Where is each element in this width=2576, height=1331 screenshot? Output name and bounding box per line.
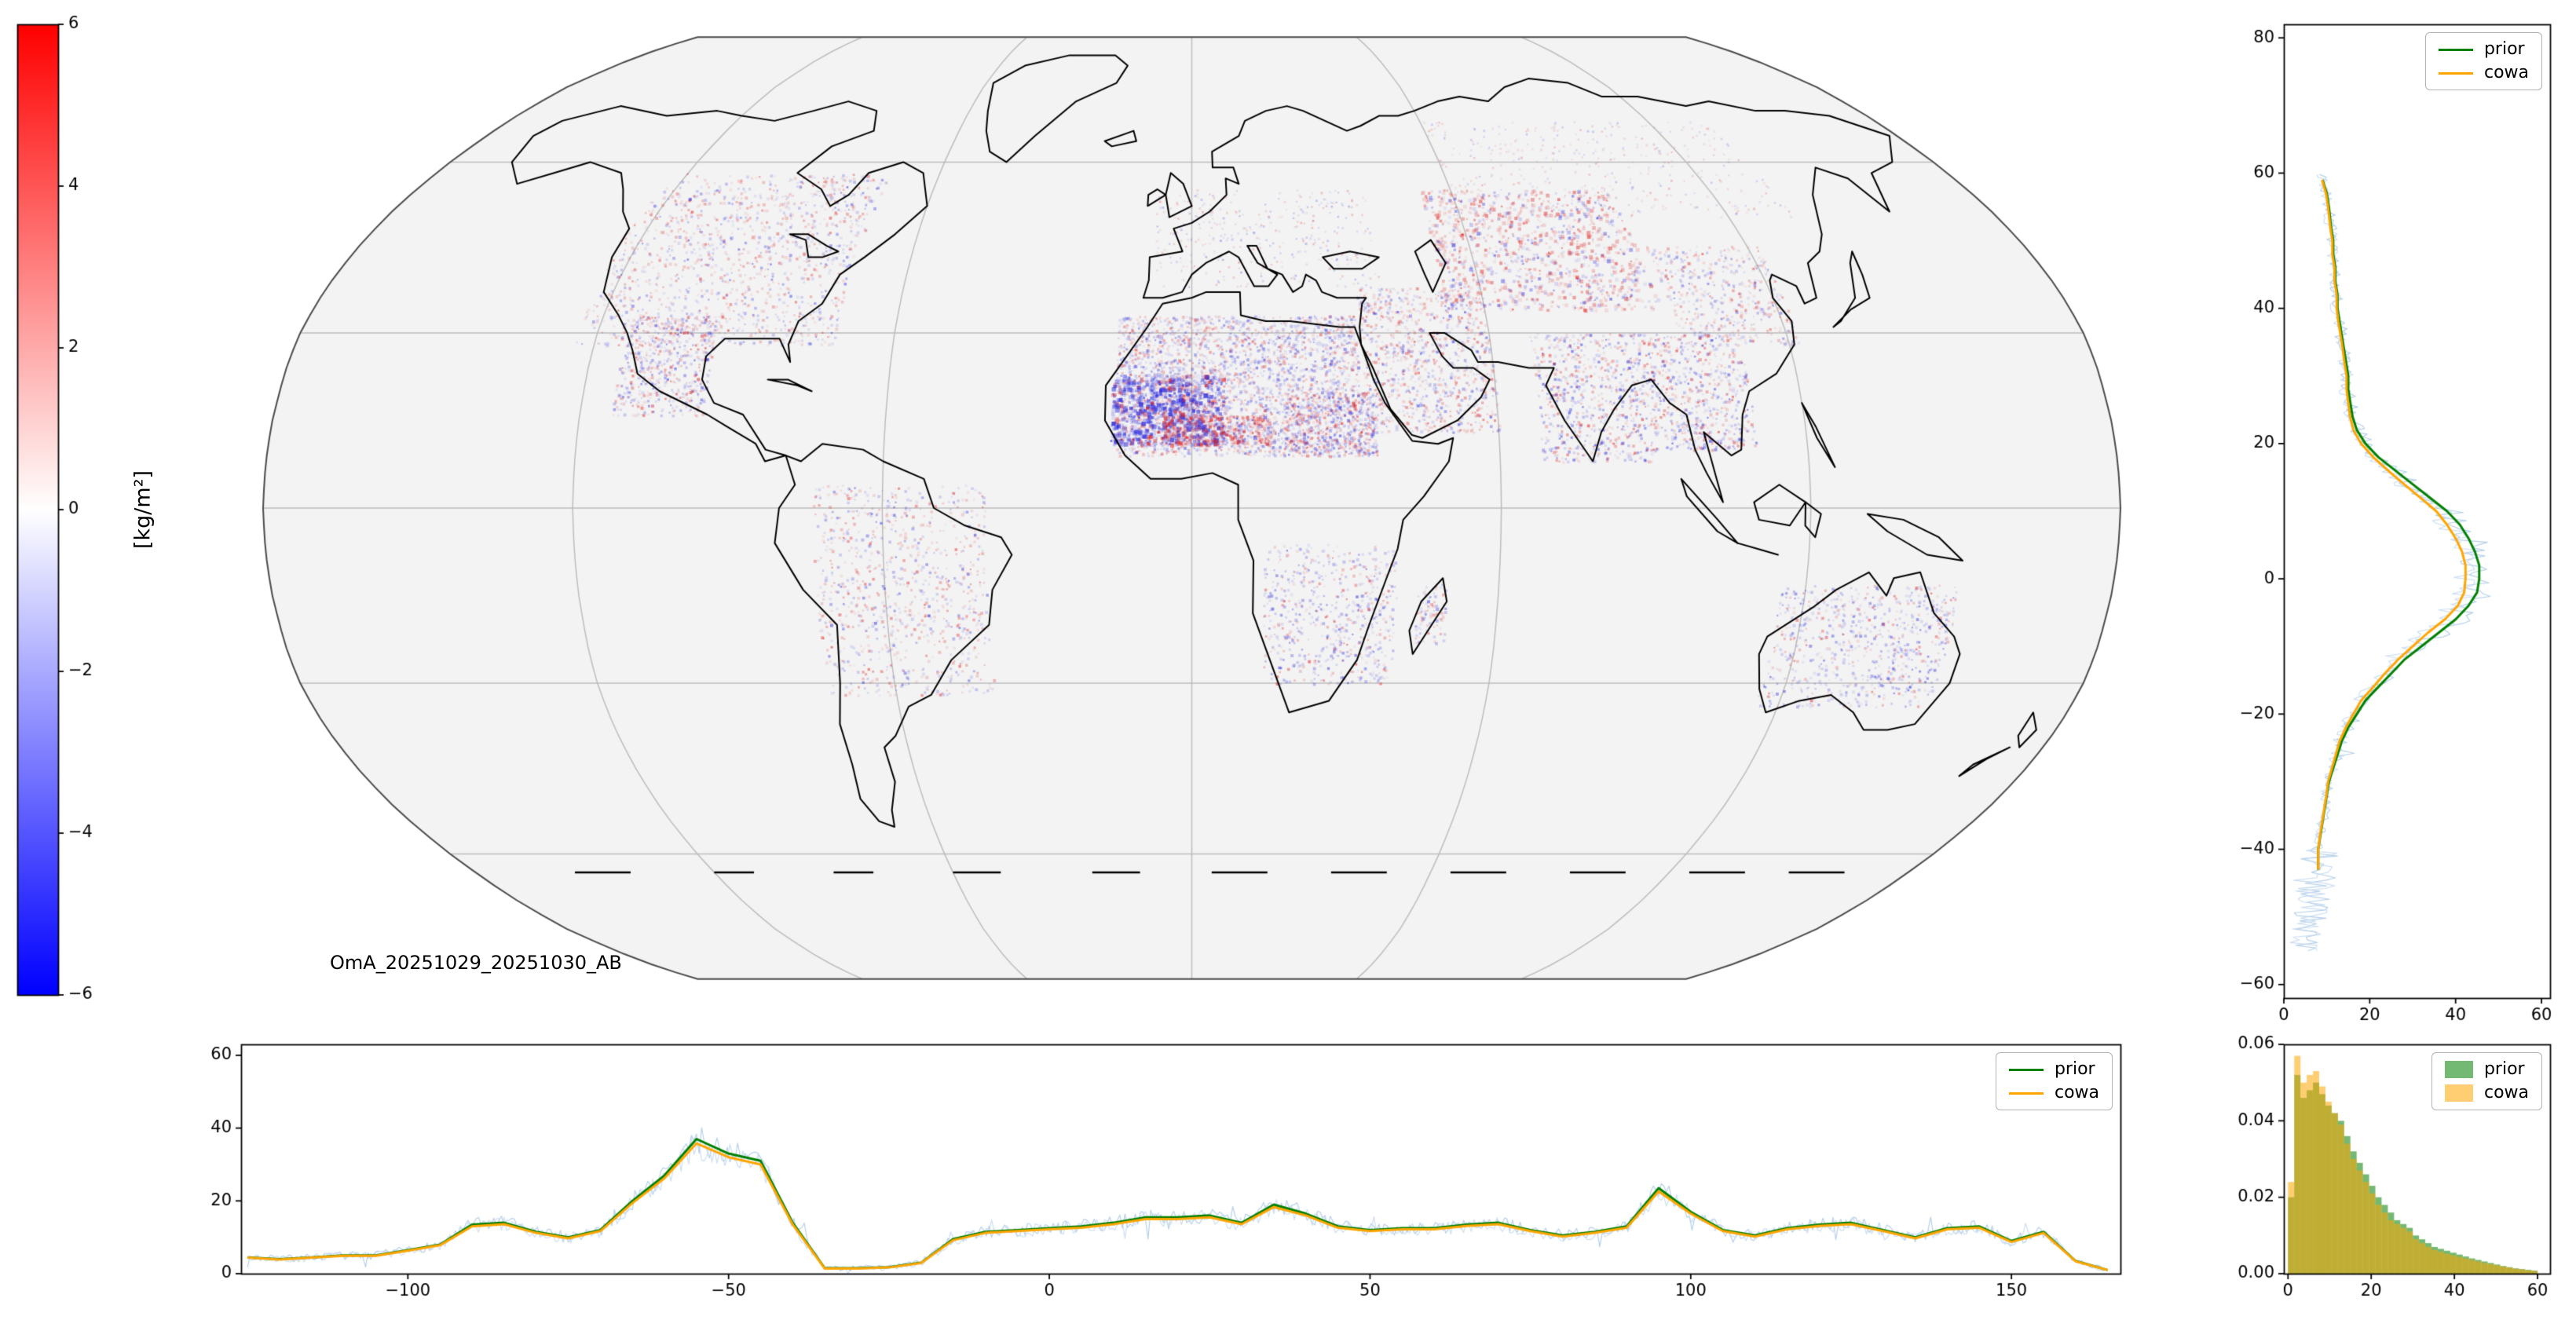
- legend-item-prior: prior: [2008, 1059, 2099, 1079]
- cowa-line-swatch: [2438, 71, 2473, 75]
- meridional-legend: prior cowa: [1995, 1052, 2113, 1110]
- legend-item-cowa: cowa: [2438, 63, 2529, 82]
- prior-legend-label: prior: [2054, 1059, 2095, 1079]
- cowa-patch-swatch: [2444, 1084, 2473, 1102]
- cowa-legend-label: cowa: [2054, 1083, 2099, 1102]
- legend-item-cowa: cowa: [2008, 1083, 2099, 1102]
- legend-item-cowa: cowa: [2444, 1083, 2529, 1102]
- zonal-legend: prior cowa: [2424, 32, 2542, 90]
- map-annotation: OmA_20251029_20251030_AB: [330, 952, 622, 974]
- prior-legend-label: prior: [2483, 1059, 2525, 1079]
- prior-legend-label: prior: [2483, 39, 2525, 59]
- legend-item-prior: prior: [2444, 1059, 2529, 1079]
- cowa-legend-label: cowa: [2483, 1083, 2529, 1102]
- prior-patch-swatch: [2444, 1061, 2473, 1078]
- colorbar-unit-label: [kg/m²]: [130, 470, 156, 550]
- cowa-line-swatch: [2008, 1091, 2044, 1095]
- prior-line-swatch: [2438, 48, 2473, 51]
- prior-line-swatch: [2008, 1068, 2044, 1071]
- legend-item-prior: prior: [2438, 39, 2529, 59]
- cowa-legend-label: cowa: [2483, 63, 2529, 82]
- histogram-legend: prior cowa: [2431, 1052, 2542, 1110]
